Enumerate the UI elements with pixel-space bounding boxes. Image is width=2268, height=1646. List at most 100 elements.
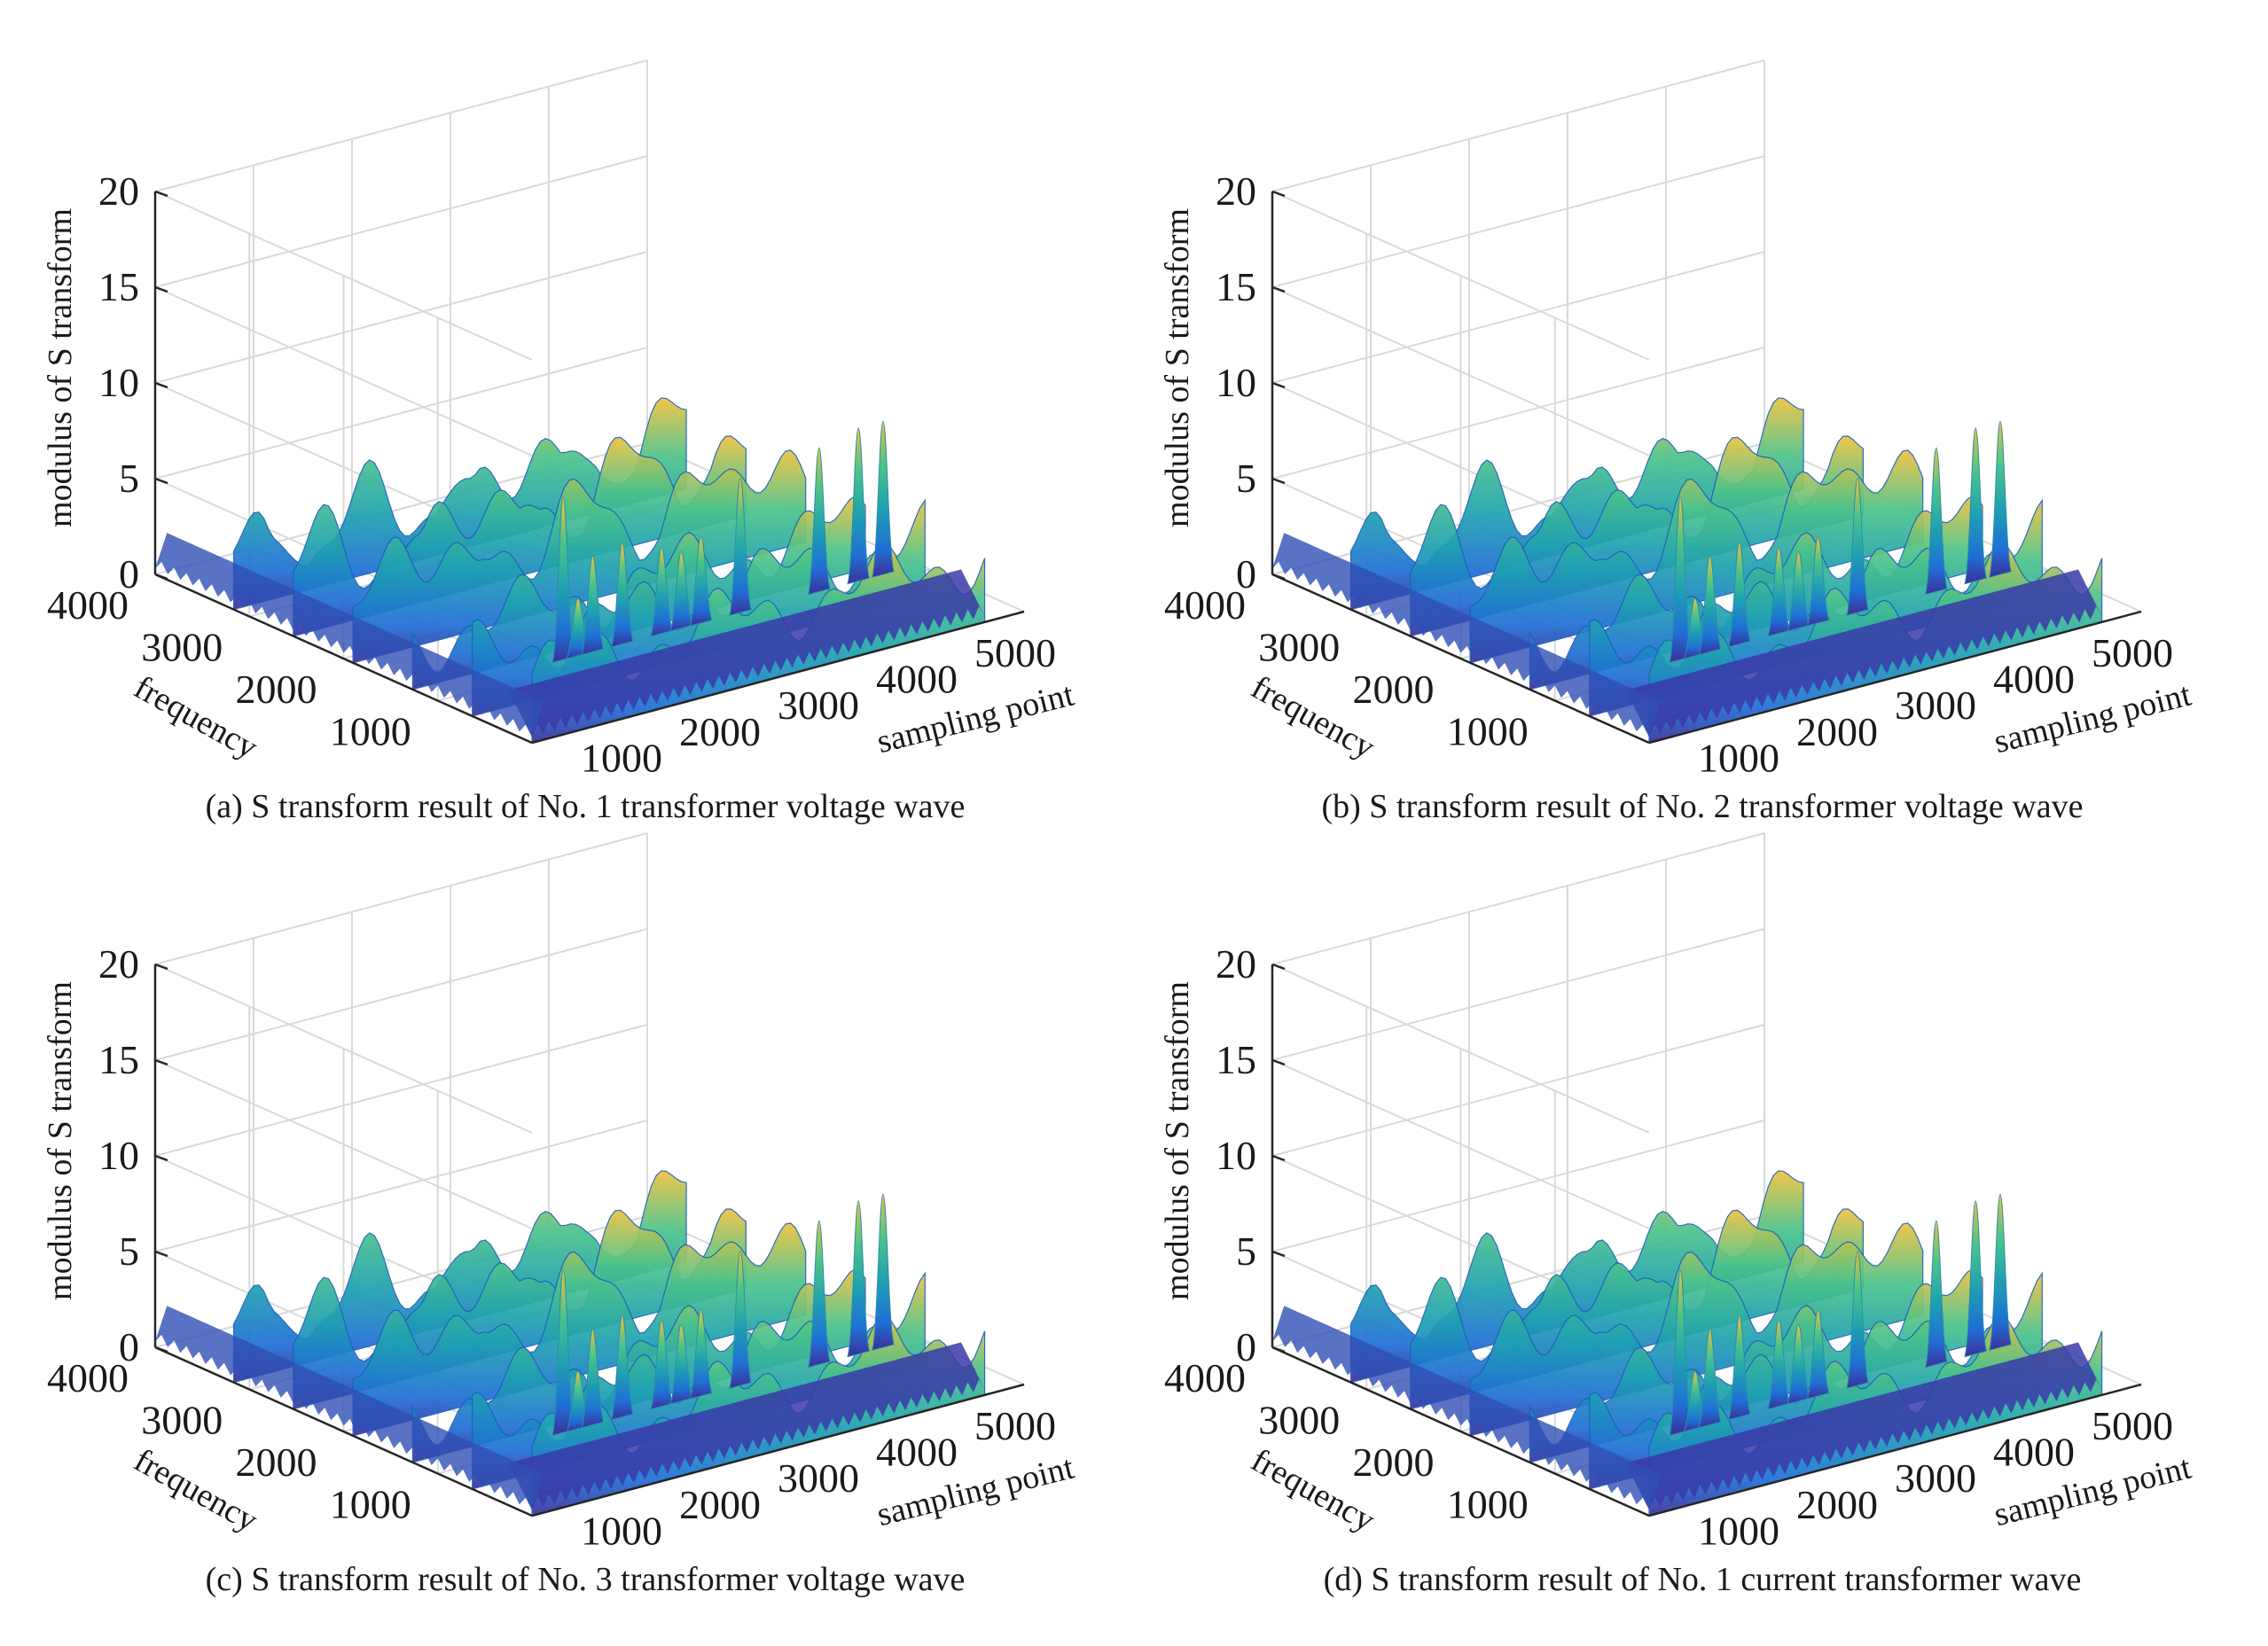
z-tick-label: 20 bbox=[1216, 168, 1256, 214]
z-tick bbox=[154, 1154, 168, 1162]
surface-peak bbox=[650, 546, 674, 637]
y-tick-label: 2000 bbox=[236, 667, 317, 712]
x-tick-label: 1000 bbox=[581, 735, 662, 780]
surface-left-edge bbox=[1272, 1306, 1662, 1510]
surface-peak bbox=[581, 555, 605, 656]
x-tick-label: 5000 bbox=[974, 630, 1056, 675]
x-tick-label: 1000 bbox=[1698, 1508, 1779, 1553]
x-tick-label: 4000 bbox=[876, 1430, 958, 1475]
z-axis-label: modulus of S transform bbox=[42, 981, 79, 1300]
y-tick-label: 3000 bbox=[1258, 625, 1340, 670]
surface-left-edge bbox=[155, 533, 544, 737]
surface-peak bbox=[1924, 447, 1948, 596]
x-tick-label: 1000 bbox=[581, 1508, 662, 1553]
y-tick-label: 4000 bbox=[47, 1355, 129, 1400]
panel-caption: (a) S transform result of No. 1 transfor… bbox=[206, 788, 966, 825]
grid-line-z bbox=[1271, 251, 1765, 384]
grid-line-z bbox=[154, 59, 648, 192]
surface-front-edge bbox=[1625, 569, 2102, 737]
surface-left-edge bbox=[1272, 533, 1662, 737]
axes: 0 5 10 15 20 1000 2000 3000 4000 1000 2000 3000 4000… bbox=[47, 168, 1056, 780]
y-tick-label: 1000 bbox=[1447, 1482, 1529, 1527]
y-axis-line bbox=[1271, 573, 1650, 745]
surface-peak bbox=[1988, 1193, 2012, 1352]
surface-peak bbox=[1727, 1314, 1751, 1421]
grid-line-z bbox=[154, 1024, 648, 1157]
surface-peak bbox=[1846, 478, 1869, 617]
x-axis-line bbox=[531, 610, 1025, 745]
x-tick-label: 3000 bbox=[1895, 1455, 1976, 1501]
y-tick-label: 2000 bbox=[1353, 1439, 1435, 1485]
surface-peak bbox=[871, 420, 895, 579]
surface-peak bbox=[669, 550, 693, 632]
surface-ridge bbox=[1469, 449, 1924, 664]
z-tick bbox=[154, 381, 168, 389]
y-tick-label: 3000 bbox=[1258, 1398, 1340, 1443]
x-tick-label: 2000 bbox=[679, 1482, 761, 1527]
surface-peak bbox=[847, 427, 871, 585]
x-tick-label: 4000 bbox=[1993, 1430, 2075, 1475]
z-tick bbox=[1271, 573, 1286, 581]
surface-peak bbox=[871, 1193, 895, 1352]
z-tick bbox=[154, 285, 168, 293]
z-tick-label: 5 bbox=[1236, 1229, 1256, 1274]
surface-peak bbox=[1767, 546, 1791, 637]
grid-line-z bbox=[154, 347, 648, 480]
surface-peak bbox=[1698, 555, 1722, 656]
z-tick-label: 20 bbox=[1216, 941, 1256, 987]
y-tick-label: 4000 bbox=[1164, 582, 1246, 628]
surface-ridge bbox=[352, 449, 807, 664]
surface-peak bbox=[729, 1251, 752, 1390]
grid-line-z bbox=[154, 1119, 648, 1252]
z-tick-label: 0 bbox=[1236, 551, 1256, 597]
y-axis-line bbox=[154, 573, 533, 745]
surface-peak bbox=[1698, 1328, 1722, 1429]
chart-panel-d: 0 5 10 15 20 1000 2000 3000 4000 1000 2000 3000 4000… bbox=[1159, 832, 2195, 1598]
surface-peak bbox=[1806, 536, 1830, 627]
z-tick-label: 10 bbox=[1216, 360, 1256, 405]
z-tick bbox=[1271, 477, 1286, 485]
z-tick-label: 10 bbox=[1216, 1133, 1256, 1178]
surface-left-edge bbox=[155, 1306, 544, 1510]
z-tick-label: 5 bbox=[1236, 456, 1256, 501]
x-tick-label: 1000 bbox=[1698, 735, 1779, 780]
z-tick-label: 5 bbox=[119, 1229, 139, 1274]
z-tick bbox=[1271, 381, 1286, 389]
axes: 0 5 10 15 20 1000 2000 3000 4000 1000 2000 3000 4000… bbox=[1164, 168, 2173, 780]
surface-peak bbox=[1964, 427, 1988, 585]
x-tick-label: 3000 bbox=[778, 683, 859, 728]
panel-caption: (c) S transform result of No. 3 transfor… bbox=[206, 1561, 966, 1598]
surface-peak bbox=[729, 478, 752, 617]
surface-peak bbox=[610, 542, 634, 648]
grid-line-z bbox=[1271, 832, 1765, 965]
z-tick-label: 15 bbox=[98, 1037, 139, 1082]
surface-peak bbox=[669, 1323, 693, 1405]
surface-peak bbox=[1924, 1220, 1948, 1369]
z-tick bbox=[154, 573, 168, 581]
surface-front-edge bbox=[508, 569, 985, 737]
y-tick-label: 1000 bbox=[330, 709, 411, 754]
surface-peak bbox=[807, 447, 831, 596]
y-tick-label: 4000 bbox=[47, 582, 129, 628]
x-tick-label: 5000 bbox=[2092, 1403, 2173, 1448]
z-tick-label: 10 bbox=[98, 1133, 139, 1178]
z-axis-label: modulus of S transform bbox=[1159, 981, 1196, 1300]
z-tick-label: 20 bbox=[98, 941, 139, 987]
x-axis-line bbox=[1648, 1383, 2142, 1517]
z-tick-label: 0 bbox=[119, 551, 139, 597]
x-tick-label: 4000 bbox=[1993, 657, 2075, 702]
z-tick bbox=[154, 477, 168, 485]
z-tick bbox=[1271, 190, 1286, 198]
x-tick-label: 3000 bbox=[1895, 683, 1976, 728]
grid-line-z bbox=[1271, 928, 1765, 1061]
z-tick bbox=[1271, 1058, 1286, 1066]
grid-line-z bbox=[1271, 1024, 1765, 1157]
z-tick bbox=[154, 190, 168, 198]
surface-peak bbox=[1669, 496, 1693, 664]
surface-peak bbox=[581, 1328, 605, 1429]
surface-peak bbox=[551, 1269, 575, 1437]
z-tick bbox=[1271, 1154, 1286, 1162]
surface-peak bbox=[847, 1200, 871, 1358]
surface-peak bbox=[610, 1314, 634, 1421]
